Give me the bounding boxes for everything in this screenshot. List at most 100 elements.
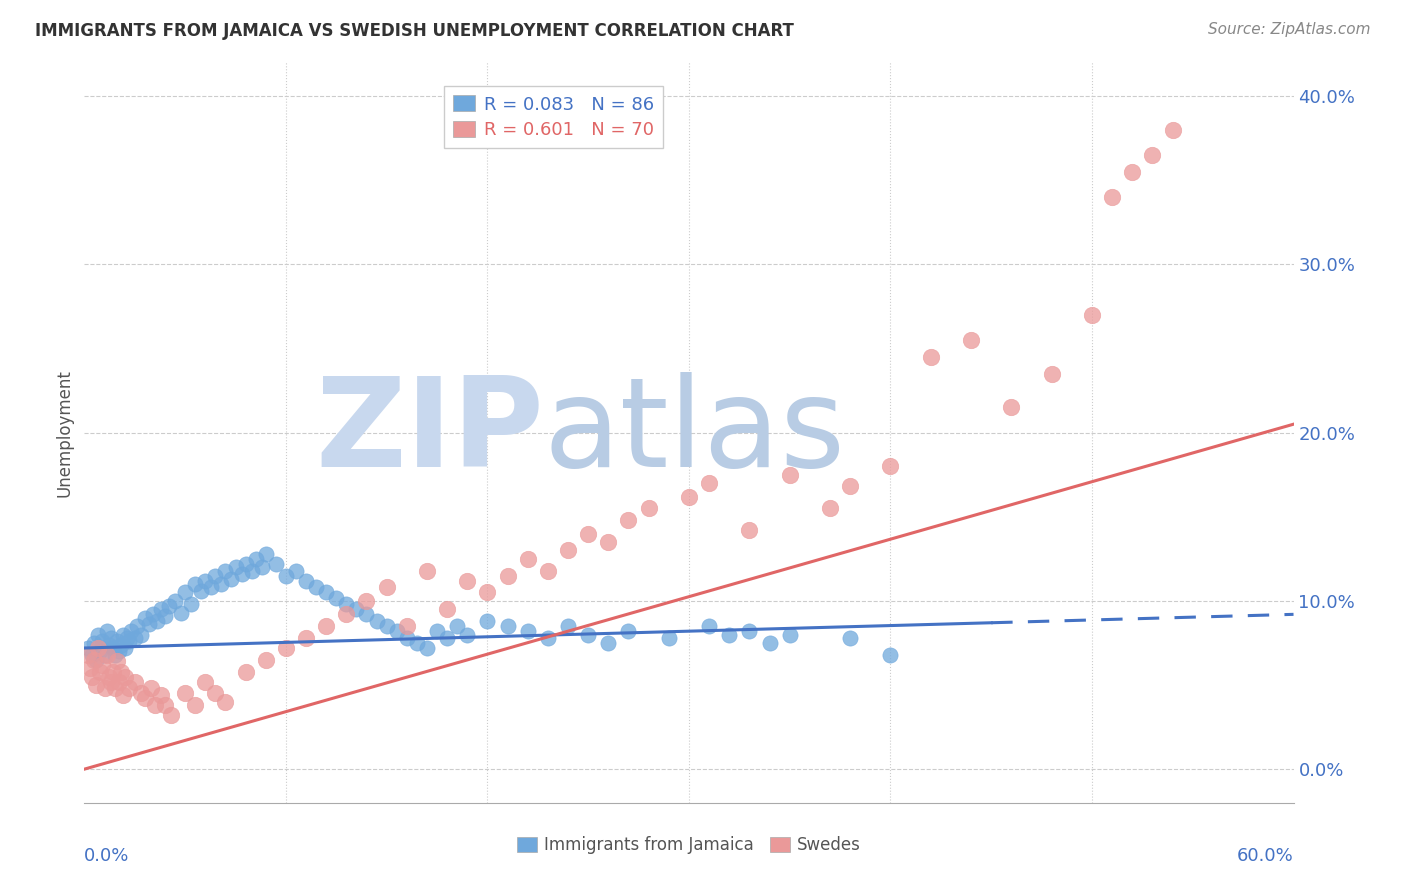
Point — [82, 648, 104, 662]
Point — [120, 624, 142, 639]
Point — [200, 581, 222, 595]
Point — [1040, 367, 1063, 381]
Point — [1121, 165, 1143, 179]
Point — [245, 551, 267, 566]
Point — [93, 648, 115, 662]
Point — [920, 350, 942, 364]
Point — [104, 648, 127, 662]
Point — [818, 501, 841, 516]
Point — [105, 655, 128, 669]
Point — [406, 636, 429, 650]
Point — [274, 640, 297, 655]
Point — [1081, 308, 1104, 322]
Point — [110, 665, 132, 679]
Point — [325, 591, 347, 605]
Point — [214, 564, 236, 578]
Point — [129, 686, 152, 700]
Point — [375, 581, 398, 595]
Point — [285, 564, 308, 578]
Point — [395, 619, 418, 633]
Point — [82, 670, 104, 684]
Point — [124, 674, 146, 689]
Point — [426, 624, 449, 639]
Point — [1161, 122, 1184, 136]
Point — [96, 648, 118, 662]
Point — [184, 698, 207, 713]
Point — [496, 568, 519, 582]
Point — [879, 459, 901, 474]
Point — [436, 631, 458, 645]
Text: IMMIGRANTS FROM JAMAICA VS SWEDISH UNEMPLOYMENT CORRELATION CHART: IMMIGRANTS FROM JAMAICA VS SWEDISH UNEMP… — [35, 22, 794, 40]
Point — [335, 607, 357, 622]
Point — [134, 610, 156, 624]
Point — [537, 631, 560, 645]
Point — [235, 557, 257, 571]
Text: ZIP: ZIP — [315, 372, 544, 493]
Point — [111, 627, 134, 641]
Point — [153, 609, 176, 624]
Point — [356, 594, 378, 608]
Point — [204, 568, 226, 582]
Point — [146, 614, 169, 628]
Point — [617, 513, 640, 527]
Point — [134, 691, 156, 706]
Text: atlas: atlas — [544, 372, 846, 493]
Point — [960, 333, 983, 347]
Point — [537, 564, 560, 578]
Point — [105, 634, 128, 648]
Text: 0.0%: 0.0% — [84, 847, 129, 865]
Point — [697, 619, 720, 633]
Point — [83, 636, 105, 650]
Point — [96, 624, 118, 639]
Point — [416, 564, 439, 578]
Point — [335, 597, 357, 611]
Point — [274, 568, 297, 582]
Point — [496, 619, 519, 633]
Point — [89, 665, 111, 679]
Point — [86, 678, 108, 692]
Point — [598, 636, 620, 650]
Point — [107, 674, 129, 689]
Point — [87, 640, 110, 655]
Point — [1000, 401, 1022, 415]
Point — [678, 490, 700, 504]
Point — [356, 607, 378, 622]
Point — [138, 617, 160, 632]
Point — [305, 581, 328, 595]
Point — [214, 695, 236, 709]
Point — [839, 631, 862, 645]
Point — [129, 627, 152, 641]
Point — [91, 657, 114, 672]
Point — [617, 624, 640, 639]
Text: 60.0%: 60.0% — [1237, 847, 1294, 865]
Point — [174, 585, 197, 599]
Point — [107, 644, 129, 658]
Point — [385, 624, 408, 639]
Point — [250, 560, 273, 574]
Point — [115, 631, 138, 645]
Point — [576, 627, 599, 641]
Point — [93, 681, 115, 696]
Y-axis label: Unemployment: Unemployment — [55, 368, 73, 497]
Point — [477, 585, 499, 599]
Point — [184, 577, 207, 591]
Point — [97, 638, 120, 652]
Point — [204, 686, 226, 700]
Point — [91, 634, 114, 648]
Point — [839, 479, 862, 493]
Point — [366, 614, 388, 628]
Point — [254, 653, 277, 667]
Point — [165, 594, 187, 608]
Point — [143, 698, 166, 713]
Point — [1101, 190, 1123, 204]
Point — [87, 627, 110, 641]
Point — [153, 698, 176, 713]
Point — [456, 574, 478, 588]
Point — [111, 688, 134, 702]
Point — [295, 574, 318, 588]
Point — [142, 607, 165, 622]
Point — [576, 526, 599, 541]
Point — [190, 583, 212, 598]
Point — [779, 467, 801, 482]
Point — [83, 653, 105, 667]
